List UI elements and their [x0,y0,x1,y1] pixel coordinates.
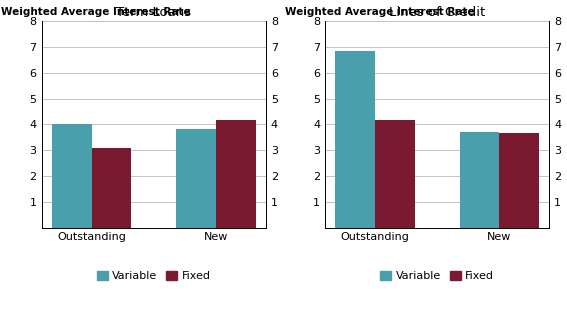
Legend: Variable, Fixed: Variable, Fixed [92,266,215,285]
Bar [460,132,500,227]
Bar [335,51,375,227]
Bar [176,129,216,227]
Bar [216,120,256,227]
Title: Term Loans: Term Loans [116,6,191,18]
Bar [91,148,132,227]
Bar [52,124,91,227]
Bar [375,120,415,227]
Text: Weighted Average Interest Rate: Weighted Average Interest Rate [285,7,474,17]
Title: Lines of Credit: Lines of Credit [389,6,485,18]
Legend: Variable, Fixed: Variable, Fixed [376,266,499,285]
Bar [500,133,539,227]
Text: Weighted Average Interest Rate: Weighted Average Interest Rate [1,7,191,17]
